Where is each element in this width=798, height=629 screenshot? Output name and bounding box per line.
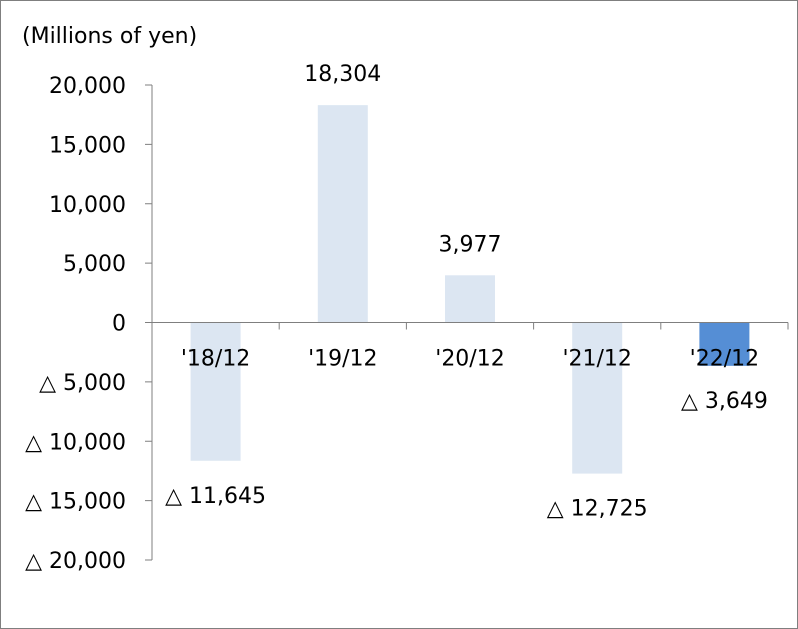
category-label: '18/12 (181, 347, 250, 372)
category-label: '21/12 (562, 347, 631, 372)
y-tick-label: △ 5,000 (39, 371, 126, 396)
bar-3 (572, 322, 623, 474)
data-label: 3,977 (439, 232, 502, 257)
category-label: '22/12 (690, 347, 759, 372)
data-labels: △ 11,645 18,304 3,977 △ 12,725 △ 3,649 (165, 62, 768, 521)
bar-2 (445, 275, 495, 323)
y-tick-label: △ 20,000 (25, 549, 126, 574)
category-label: '20/12 (435, 347, 504, 372)
y-axis: 20,000 15,000 10,000 5,000 0 △ 5,000 △ 10,000 △… (25, 74, 153, 574)
unit-label: (Millions of yen) (22, 24, 197, 49)
y-tick-label: 5,000 (63, 252, 126, 277)
bar-4 (699, 322, 750, 366)
y-tick-label: 15,000 (49, 133, 126, 158)
bar-0 (190, 322, 241, 461)
y-tick-label: △ 15,000 (25, 490, 126, 515)
bar-1 (317, 105, 368, 323)
data-label: △ 11,645 (165, 484, 266, 509)
data-label: △ 3,649 (681, 389, 768, 414)
y-tick-label: 10,000 (49, 193, 126, 218)
category-label: '19/12 (308, 347, 377, 372)
bars (190, 105, 750, 474)
y-tick-label: 20,000 (49, 74, 126, 99)
data-label: 18,304 (304, 62, 381, 87)
y-tick-label: 0 (112, 312, 126, 337)
y-tick-label: △ 10,000 (25, 430, 126, 455)
x-axis: '18/12 '19/12 '20/12 '21/12 '22/12 (151, 322, 789, 372)
data-label: △ 12,725 (547, 497, 648, 522)
